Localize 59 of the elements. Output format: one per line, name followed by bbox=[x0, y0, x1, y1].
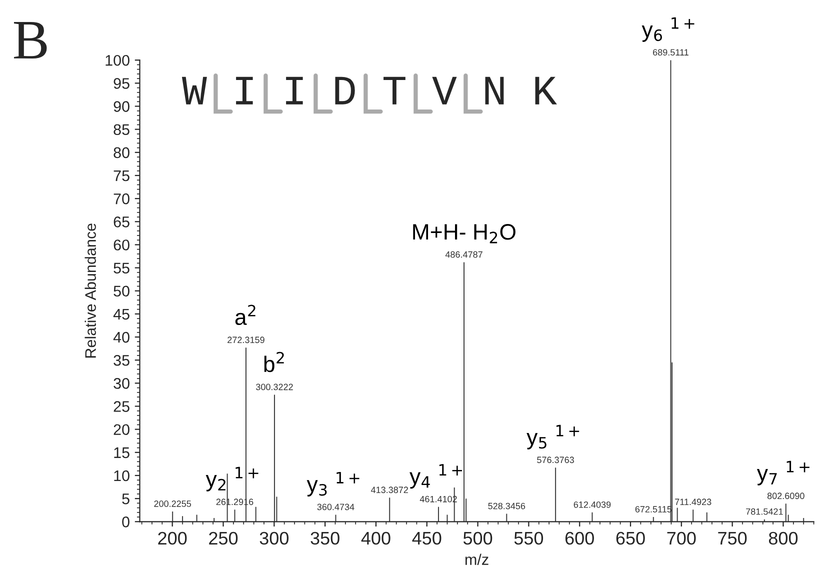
y-tick-label: 70 bbox=[114, 193, 130, 204]
y-tick-label: 15 bbox=[114, 447, 130, 458]
y-tick-label: 40 bbox=[113, 332, 130, 343]
annotation: 272.3159 bbox=[228, 336, 264, 344]
y-tick-label: 10 bbox=[114, 470, 130, 482]
x-tick-label: 800 bbox=[768, 532, 798, 545]
annotation: y$_{6}$ $^{1+}$ bbox=[642, 17, 694, 42]
annotation: 781.5421 bbox=[746, 508, 783, 515]
y-tick-label: 60 bbox=[114, 240, 130, 250]
y-tick-label: 85 bbox=[114, 124, 130, 136]
y-tick-label: 90 bbox=[114, 101, 130, 112]
annotation: W I I D T V N K bbox=[182, 76, 557, 104]
annotation: 360.4734 bbox=[317, 504, 354, 510]
x-tick-label: 300 bbox=[260, 532, 289, 545]
x-tick-label: 650 bbox=[616, 532, 645, 545]
annotation: b$^{2}$ bbox=[264, 352, 284, 372]
annotation: 576.3763 bbox=[537, 456, 574, 464]
y-tick-label: 50 bbox=[114, 286, 130, 297]
annotation: y$_{4}$ $^{1+}$ bbox=[410, 464, 462, 489]
x-tick-label: 550 bbox=[514, 532, 544, 545]
y-tick-label: 20 bbox=[114, 424, 130, 436]
y-tick-label: 75 bbox=[114, 170, 130, 182]
annotation: y$_{5}$ $^{1+}$ bbox=[526, 424, 580, 450]
x-tick-label: 450 bbox=[412, 532, 442, 545]
x-tick-label: 250 bbox=[209, 532, 238, 545]
annotation: M+H- H$_{2}$O bbox=[413, 224, 516, 244]
y-tick-label: 35 bbox=[114, 354, 130, 366]
x-axis-title: m/z bbox=[465, 554, 488, 565]
y-tick-label: 25 bbox=[114, 401, 130, 412]
annotation: 612.4039 bbox=[574, 501, 611, 508]
y-tick-label: 95 bbox=[114, 78, 130, 89]
y-tick-label: 80 bbox=[114, 147, 130, 158]
text: B bbox=[14, 22, 47, 59]
x-tick-label: 350 bbox=[310, 532, 340, 545]
annotation: 528.3456 bbox=[488, 502, 526, 510]
y-tick-label: 0 bbox=[122, 516, 130, 528]
y-tick-label: 55 bbox=[114, 262, 130, 274]
annotation: 413.3872 bbox=[370, 486, 408, 494]
annotation: 689.5111 bbox=[653, 49, 688, 56]
y-tick-label: 100 bbox=[106, 54, 130, 66]
annotation: 300.3222 bbox=[256, 384, 293, 390]
annotation: y$_{3}$ $^{1+}$ bbox=[306, 472, 360, 496]
x-tick-label: 750 bbox=[718, 532, 747, 545]
x-tick-label: 600 bbox=[565, 532, 594, 545]
x-tick-label: 500 bbox=[463, 532, 492, 545]
y-tick-label: 30 bbox=[114, 378, 130, 389]
y-axis-title: Relative Abundance bbox=[84, 224, 96, 358]
annotation: y$_{7}$ $^{1+}$ bbox=[756, 460, 810, 486]
y-tick-label: 45 bbox=[113, 308, 130, 320]
x-tick-label: 700 bbox=[667, 532, 696, 545]
x-tick-label: 400 bbox=[361, 532, 390, 545]
y-tick-label: 65 bbox=[114, 216, 130, 228]
x-tick-label: 200 bbox=[158, 532, 187, 545]
annotation: 486.4787 bbox=[445, 251, 482, 258]
y-tick-label: 5 bbox=[122, 494, 130, 504]
annotation: 802.6090 bbox=[767, 492, 804, 500]
annotation: 200.2255 bbox=[154, 500, 192, 507]
annotation: 711.4923 bbox=[675, 498, 712, 506]
annotation: a$^{2}$ bbox=[235, 304, 256, 326]
